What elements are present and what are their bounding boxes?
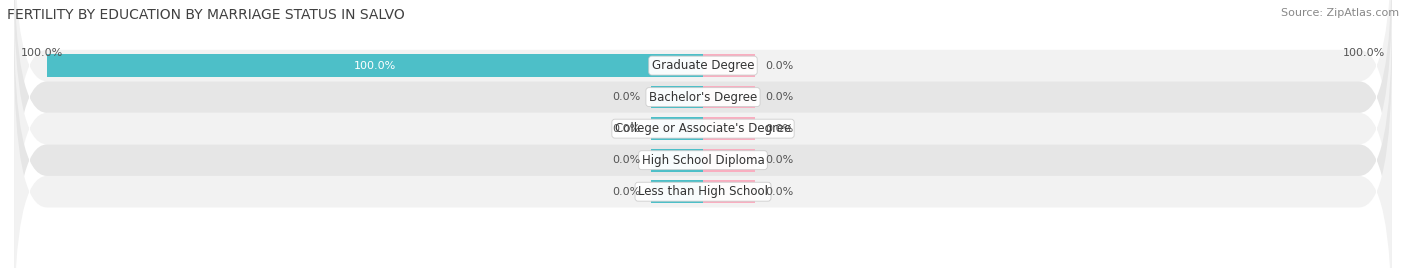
Text: 0.0%: 0.0% (613, 155, 641, 165)
Text: FERTILITY BY EDUCATION BY MARRIAGE STATUS IN SALVO: FERTILITY BY EDUCATION BY MARRIAGE STATU… (7, 8, 405, 22)
FancyBboxPatch shape (14, 0, 1392, 268)
FancyBboxPatch shape (14, 0, 1392, 207)
Text: 0.0%: 0.0% (613, 187, 641, 197)
Text: 100.0%: 100.0% (21, 48, 63, 58)
Bar (703, 86, 755, 109)
Text: 100.0%: 100.0% (1343, 48, 1385, 58)
Bar (651, 86, 703, 109)
Text: Source: ZipAtlas.com: Source: ZipAtlas.com (1281, 8, 1399, 18)
FancyBboxPatch shape (14, 0, 1392, 239)
Text: 0.0%: 0.0% (765, 92, 793, 102)
Text: Graduate Degree: Graduate Degree (652, 59, 754, 72)
Text: 0.0%: 0.0% (765, 124, 793, 134)
Bar (703, 54, 755, 77)
Bar (651, 117, 703, 140)
Text: College or Associate's Degree: College or Associate's Degree (614, 122, 792, 135)
Text: Bachelor's Degree: Bachelor's Degree (650, 91, 756, 104)
Bar (46, 54, 703, 77)
FancyBboxPatch shape (14, 50, 1392, 268)
Text: 100.0%: 100.0% (354, 61, 396, 70)
Text: 0.0%: 0.0% (765, 61, 793, 70)
Bar (703, 117, 755, 140)
Bar (651, 149, 703, 172)
Legend: Married, Unmarried: Married, Unmarried (613, 263, 793, 268)
Text: 0.0%: 0.0% (765, 155, 793, 165)
Text: Less than High School: Less than High School (638, 185, 768, 198)
Text: High School Diploma: High School Diploma (641, 154, 765, 167)
Text: 0.0%: 0.0% (613, 124, 641, 134)
Text: 0.0%: 0.0% (613, 92, 641, 102)
Text: 0.0%: 0.0% (765, 187, 793, 197)
FancyBboxPatch shape (14, 18, 1392, 268)
Bar (651, 180, 703, 203)
Bar (703, 149, 755, 172)
Bar (703, 180, 755, 203)
